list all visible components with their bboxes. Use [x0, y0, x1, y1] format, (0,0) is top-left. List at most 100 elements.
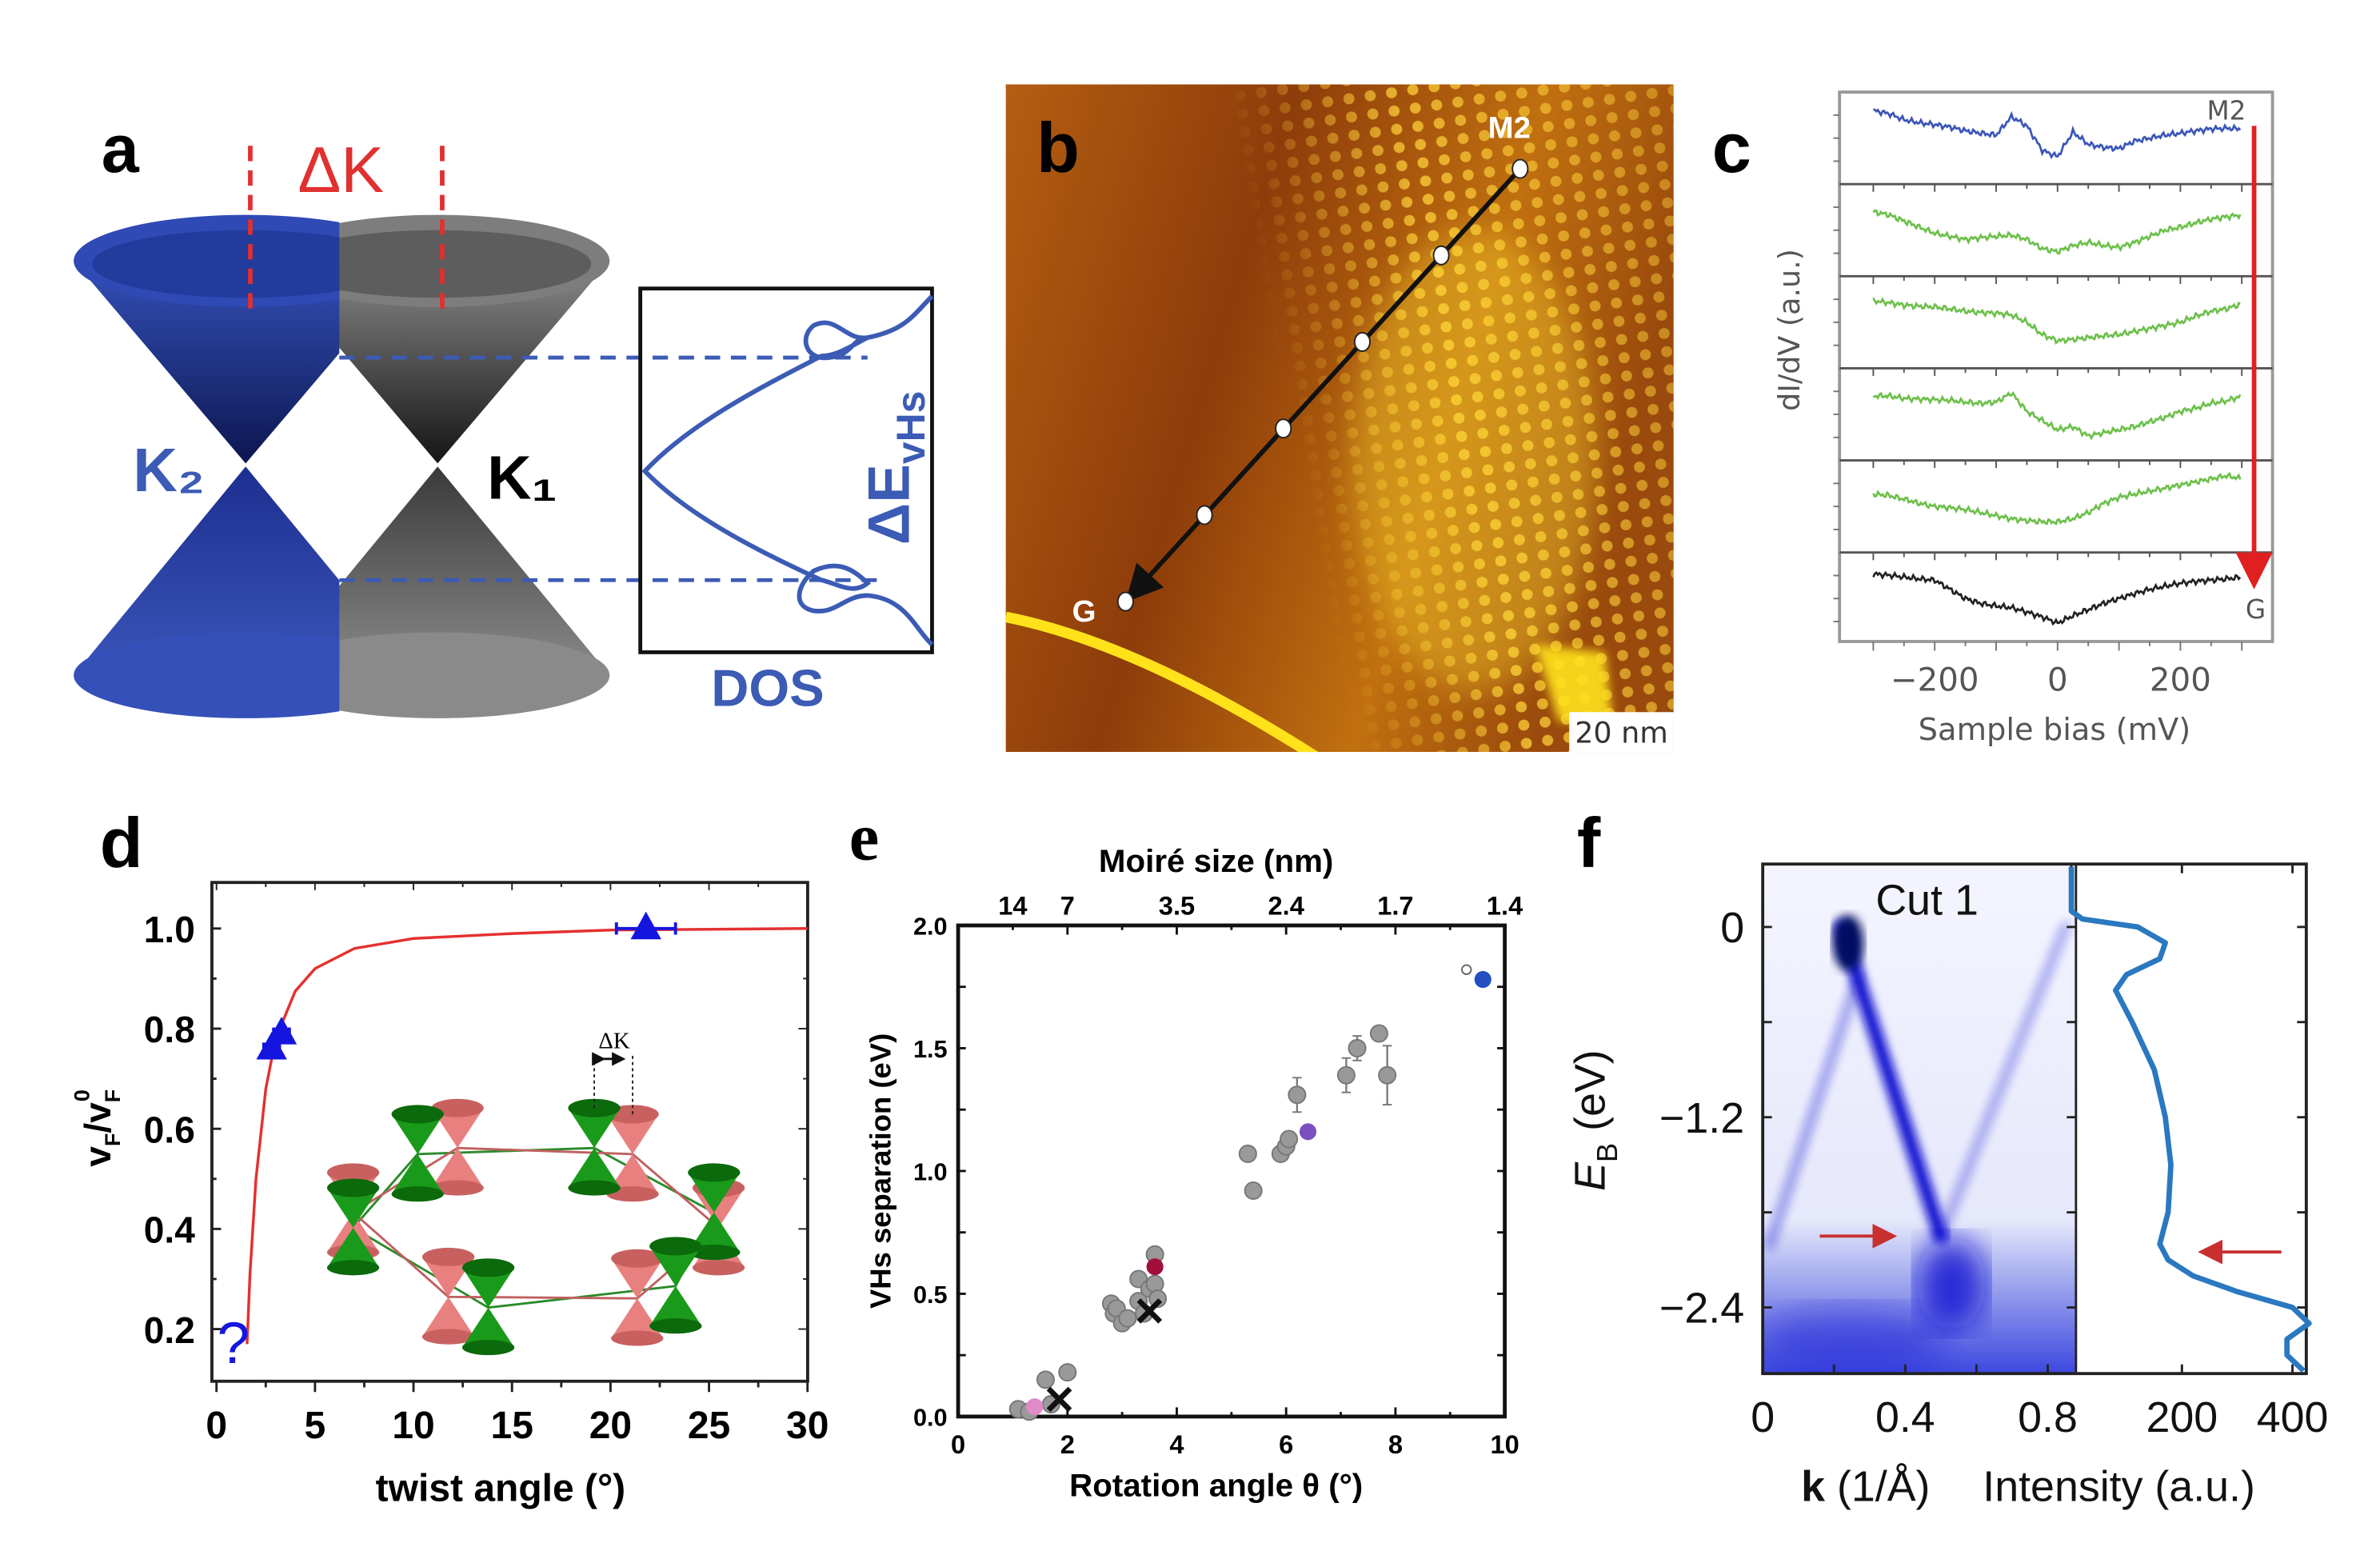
d-ylabel-div: /v: [77, 1102, 118, 1133]
d-fit-curve: [246, 927, 808, 1345]
e-y-tick-label: 0.5: [913, 1281, 948, 1309]
d-y-tick-label: 0.2: [144, 1309, 195, 1351]
pink-dirac-cone: [431, 1098, 484, 1196]
e-data-point: [1148, 1289, 1168, 1309]
arpes-lower-blob: [1918, 1237, 1986, 1330]
cone-upper: [461, 1267, 515, 1308]
d-ylabel-sub1: F: [101, 1133, 125, 1146]
e-top-tick-label: 3.5: [1159, 891, 1195, 921]
fermi-velocity-plot: 0 5 10 15 20 25 30 0.2 0.4 0.6 0.8 1.0: [144, 881, 829, 1447]
cone-rim: [326, 1163, 380, 1182]
f-edc-curve: [2068, 866, 2312, 1373]
line-cut-point: [1353, 332, 1371, 352]
spectra-plot: −200 0 200: [1833, 90, 2274, 698]
c-x-tick-label: −200: [1891, 661, 1979, 698]
e-data-point: [1058, 1363, 1077, 1382]
f-xlabel-k-bold: k: [1801, 1462, 1825, 1510]
k1-label: K₁: [487, 445, 557, 513]
cone-base: [606, 1186, 659, 1202]
panel-letter-c: c: [1712, 108, 1751, 187]
panel-b: M2 G 20 nm b: [1005, 84, 1674, 753]
cone-upper: [326, 1188, 380, 1228]
cone-base: [611, 1330, 664, 1346]
d-x-tick-label: 10: [392, 1405, 434, 1447]
e-x-tick-label: 10: [1490, 1429, 1519, 1459]
m2-label: M2: [1488, 111, 1531, 146]
cone-base: [568, 1180, 621, 1196]
e-cross-marker: [1046, 1386, 1072, 1413]
e-y-tick-label: 1.5: [913, 1035, 948, 1063]
dos-box: [638, 286, 934, 654]
line-cut-point: [1196, 505, 1213, 526]
d-ylabel-sub2: F: [101, 1089, 125, 1102]
e-x-tick-label: 8: [1388, 1429, 1403, 1459]
green-dirac-cone: [649, 1237, 702, 1334]
cone-rim: [461, 1258, 515, 1277]
c-x-tick-label: 200: [2150, 661, 2211, 698]
c-trace-2: [1872, 209, 2242, 255]
e-data-point: [1145, 1274, 1164, 1293]
cone-lower: [649, 1285, 702, 1326]
d-y-tick-label: 0.4: [144, 1209, 195, 1251]
c-g-label: G: [2246, 594, 2266, 625]
delta-e-text: ΔE: [857, 464, 922, 545]
arpes-lower-blob: [1763, 1305, 1944, 1373]
scale-bar-box: [1569, 712, 1674, 753]
e-data-point: [1118, 1309, 1137, 1328]
f-xlabel-intensity: Intensity (a.u.): [1983, 1462, 2255, 1510]
cone-inset: [326, 1052, 745, 1356]
d-ylabel: vF/vF0: [70, 1089, 124, 1167]
cone-base: [692, 1260, 745, 1276]
arpes-band-left-faint: [1764, 969, 1865, 1249]
e-data-point: [1036, 1370, 1055, 1389]
question-mark: ?: [218, 1311, 250, 1376]
e-x-tick-label: 2: [1060, 1429, 1075, 1459]
green-dirac-cone: [568, 1098, 621, 1196]
cone-base: [649, 1318, 702, 1334]
cone-rim: [326, 1178, 380, 1197]
cone-upper: [568, 1108, 621, 1149]
line-cut-point: [1511, 158, 1529, 179]
f-k-tick-label: 0.8: [2018, 1393, 2078, 1441]
cone-base: [391, 1186, 444, 1202]
f-ylabel-e: E: [1566, 1161, 1614, 1191]
line-cut-arrow: [1125, 167, 1522, 602]
e-top-tick-label: 2.4: [1268, 891, 1304, 921]
c-trace-5: [1872, 471, 2242, 526]
f-k-tick-label: 0.4: [1875, 1393, 1935, 1441]
cone-rim: [391, 1105, 444, 1124]
cone-gap: [247, 358, 438, 571]
cone-rim: [688, 1163, 741, 1182]
e-top-tick-label: 1.4: [1487, 891, 1523, 921]
c-trace-M2: [1873, 108, 2242, 160]
panel-letter-e: e: [849, 800, 879, 874]
f-intensity-tick-label: 400: [2257, 1393, 2329, 1441]
k2-label: K₂: [133, 437, 205, 505]
e-x-tick-label: 6: [1279, 1429, 1293, 1459]
e-data-point: [1348, 1038, 1367, 1057]
f-ylabel-unit: (eV): [1566, 1049, 1614, 1142]
vhs-separation-plot: 0 2 4 6 8 10 0.0 0.5 1.0 1.5 2.0 14 7 3.5 2.4 1.7 1.4: [913, 891, 1523, 1459]
cone-rim: [431, 1098, 484, 1117]
d-x-tick-label: 15: [491, 1405, 533, 1447]
e-axes-frame: [956, 923, 1507, 1419]
panel-letter-a: a: [102, 111, 140, 186]
cone-upper: [422, 1257, 475, 1297]
panel-d: d 0 5 10 15 20 25 300.20.40.60.81.0 ΔK ? vF/vF…: [70, 803, 829, 1509]
arpes-map: [1763, 864, 2076, 1374]
e-title: Moiré size (nm): [1099, 843, 1333, 879]
f-xlabel-k-unit: (1/Å): [1825, 1462, 1930, 1510]
e-data-point: [1280, 1129, 1299, 1149]
f-ylabel-sub: B: [1591, 1143, 1623, 1162]
cone-lower: [391, 1153, 444, 1194]
f-e-tick-label: −2.4: [1659, 1285, 1744, 1333]
line-cut-points: [1116, 158, 1529, 612]
line-cut-point: [1432, 245, 1450, 266]
f-xlabel-k: k (1/Å): [1801, 1462, 1930, 1510]
cone-rim: [649, 1237, 702, 1256]
green-dirac-cone: [326, 1178, 380, 1276]
e-top-tick-label: 7: [1060, 891, 1075, 921]
cone-lower: [326, 1227, 380, 1268]
f-k-tick-label: 0: [1751, 1393, 1775, 1441]
cone-base: [431, 1180, 484, 1196]
